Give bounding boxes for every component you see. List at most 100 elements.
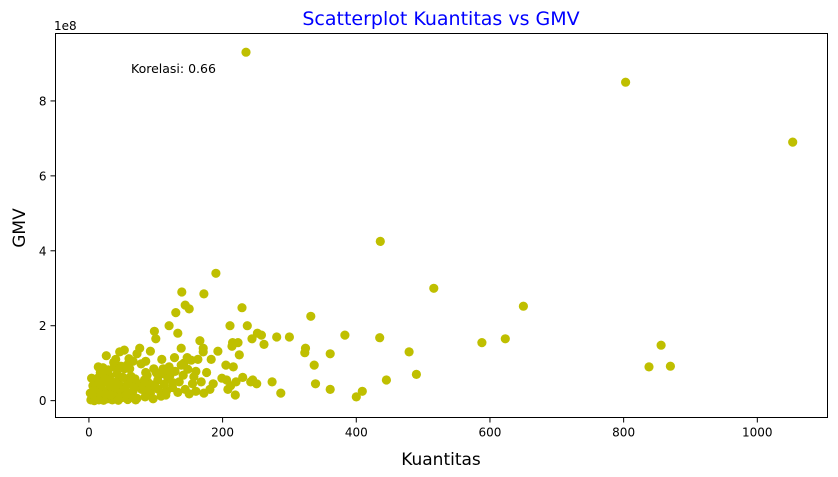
data-point <box>213 346 223 356</box>
data-point <box>284 332 294 342</box>
data-point <box>208 379 218 389</box>
x-axis-label: Kuantitas <box>401 450 481 470</box>
data-point <box>159 379 169 389</box>
x-tick-label: 0 <box>85 426 93 440</box>
x-tick-label: 400 <box>345 426 368 440</box>
data-point <box>238 372 248 382</box>
data-point <box>112 369 122 379</box>
data-point <box>161 390 171 400</box>
y-axis-label: GMV <box>10 208 30 248</box>
data-point <box>477 338 487 348</box>
data-point <box>404 347 414 357</box>
data-point <box>187 379 198 389</box>
data-point <box>151 334 161 344</box>
y-tick-label: 2 <box>39 319 47 333</box>
data-point <box>247 334 257 344</box>
x-tick-label: 800 <box>612 426 635 440</box>
data-point <box>256 330 266 340</box>
data-point <box>272 332 282 342</box>
data-point <box>375 333 385 343</box>
data-point <box>351 392 361 402</box>
data-point <box>139 375 149 385</box>
x-tick-label: 600 <box>479 426 502 440</box>
data-point <box>195 336 205 346</box>
data-point <box>164 321 174 331</box>
data-point <box>193 354 203 364</box>
data-point <box>184 304 194 314</box>
data-point <box>101 351 111 361</box>
data-point <box>148 394 158 404</box>
data-point <box>173 328 183 338</box>
data-points <box>85 47 798 406</box>
data-point <box>381 375 391 385</box>
data-point <box>196 377 206 387</box>
y-tick-label: 6 <box>39 169 47 183</box>
data-point <box>165 366 176 376</box>
data-point <box>309 360 319 370</box>
data-point <box>182 353 192 363</box>
data-point <box>788 137 798 147</box>
x-axis: 0 200 400 600 800 1000 <box>85 417 773 440</box>
data-point <box>518 301 529 311</box>
data-point <box>227 341 237 351</box>
correlation-annotation: Korelasi: 0.66 <box>131 61 216 76</box>
data-point <box>184 389 194 399</box>
data-point <box>149 326 159 336</box>
data-point <box>109 357 119 367</box>
data-point <box>357 386 367 396</box>
data-point <box>177 287 187 297</box>
data-point <box>221 360 231 370</box>
data-point <box>241 47 251 57</box>
data-point <box>411 369 421 379</box>
x-tick-label: 200 <box>211 426 234 440</box>
y-tick-label: 0 <box>39 394 47 408</box>
data-point <box>131 395 141 405</box>
data-point <box>124 354 134 364</box>
data-point <box>105 390 115 400</box>
data-point <box>132 349 142 359</box>
data-point <box>234 350 244 360</box>
data-point <box>115 347 125 357</box>
data-point <box>168 378 178 388</box>
data-point <box>665 361 676 371</box>
data-point <box>246 377 256 387</box>
data-point <box>237 303 247 313</box>
data-point <box>189 372 199 382</box>
data-point <box>87 373 97 383</box>
data-point <box>300 348 310 358</box>
data-point <box>110 382 120 392</box>
data-point <box>225 321 235 331</box>
data-point <box>145 346 155 356</box>
data-point <box>656 340 666 350</box>
y-tick-label: 4 <box>39 244 47 258</box>
data-point <box>129 382 139 393</box>
data-point <box>143 385 153 395</box>
data-point <box>375 236 385 246</box>
data-point <box>125 364 135 374</box>
y-tick-label: 8 <box>39 94 47 108</box>
data-point <box>116 361 126 371</box>
data-point <box>211 268 221 278</box>
data-point <box>259 339 269 349</box>
data-point <box>500 334 510 344</box>
x-tick-label: 1000 <box>742 426 773 440</box>
data-point <box>217 373 227 383</box>
data-point <box>228 362 238 372</box>
data-point <box>141 356 151 366</box>
data-point <box>176 360 186 370</box>
data-point <box>199 289 209 299</box>
data-point <box>223 384 233 394</box>
y-axis: 0 2 4 6 8 <box>39 94 56 408</box>
data-point <box>183 364 193 374</box>
data-point <box>325 384 335 394</box>
data-point <box>230 390 240 400</box>
data-point <box>169 353 180 363</box>
data-point <box>306 311 316 321</box>
data-point <box>173 387 183 397</box>
data-point <box>325 349 335 359</box>
data-point <box>93 362 103 372</box>
chart-title: Scatterplot Kuantitas vs GMV <box>302 8 579 30</box>
data-point <box>340 330 350 340</box>
